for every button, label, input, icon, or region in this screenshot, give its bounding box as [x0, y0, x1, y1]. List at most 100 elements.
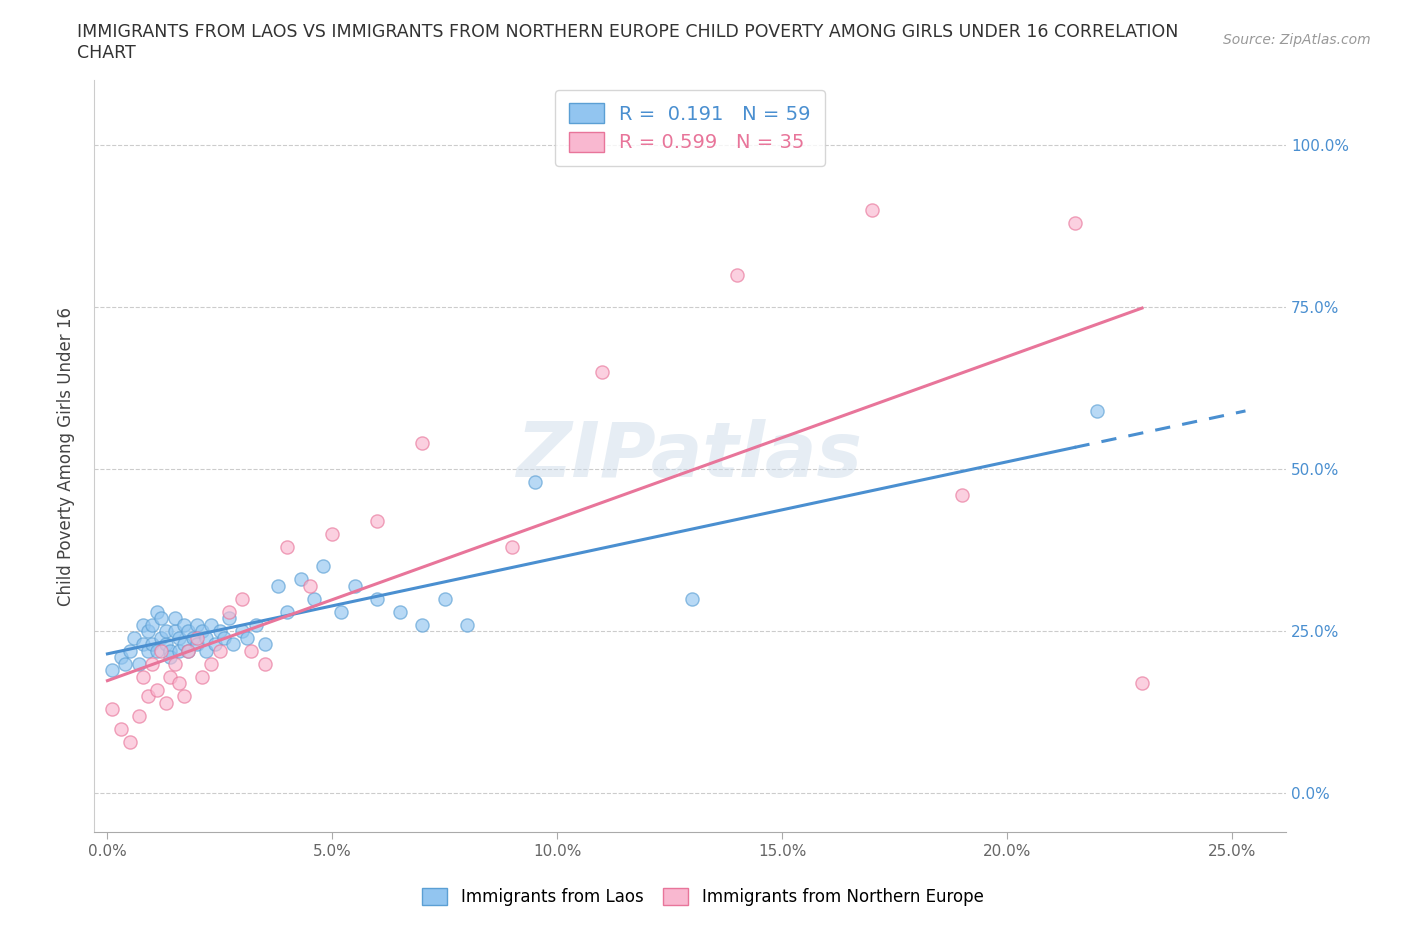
Point	[208, 624, 231, 639]
Point	[114, 657, 136, 671]
Point	[312, 559, 335, 574]
Point	[177, 644, 200, 658]
Point	[860, 203, 883, 218]
Point	[169, 644, 191, 658]
Point	[276, 604, 298, 619]
Point	[128, 709, 150, 724]
Point	[177, 624, 200, 639]
Point	[298, 578, 321, 593]
Point	[222, 637, 245, 652]
Point	[155, 624, 177, 639]
Point	[169, 676, 191, 691]
Point	[169, 631, 191, 645]
Point	[191, 670, 214, 684]
Text: CHART: CHART	[77, 44, 136, 61]
Point	[195, 631, 218, 645]
Point	[155, 637, 177, 652]
Point	[231, 591, 253, 606]
Point	[132, 670, 155, 684]
Point	[132, 637, 155, 652]
Point	[159, 650, 181, 665]
Point	[218, 604, 240, 619]
Point	[253, 637, 276, 652]
Point	[1130, 676, 1153, 691]
Point	[501, 539, 523, 554]
Point	[173, 637, 195, 652]
Point	[191, 624, 214, 639]
Point	[366, 513, 388, 528]
Point	[411, 436, 433, 451]
Point	[343, 578, 366, 593]
Point	[388, 604, 411, 619]
Point	[411, 618, 433, 632]
Point	[186, 618, 208, 632]
Point	[128, 657, 150, 671]
Point	[267, 578, 290, 593]
Point	[330, 604, 353, 619]
Point	[159, 644, 181, 658]
Point	[159, 670, 181, 684]
Point	[186, 637, 208, 652]
Point	[150, 644, 173, 658]
Point	[456, 618, 478, 632]
Point	[186, 631, 208, 645]
Point	[173, 618, 195, 632]
Text: Source: ZipAtlas.com: Source: ZipAtlas.com	[1223, 33, 1371, 46]
Point	[950, 487, 973, 502]
Point	[146, 683, 169, 698]
Point	[150, 611, 173, 626]
Point	[200, 618, 222, 632]
Point	[591, 365, 613, 379]
Point	[110, 650, 132, 665]
Point	[177, 644, 200, 658]
Point	[136, 689, 159, 704]
Point	[290, 572, 312, 587]
Point	[214, 631, 236, 645]
Point	[321, 526, 343, 541]
Point	[725, 267, 748, 282]
Legend: Immigrants from Laos, Immigrants from Northern Europe: Immigrants from Laos, Immigrants from No…	[416, 881, 990, 912]
Point	[132, 618, 155, 632]
Point	[433, 591, 456, 606]
Point	[181, 631, 204, 645]
Point	[163, 611, 186, 626]
Point	[1063, 216, 1085, 231]
Point	[218, 611, 240, 626]
Point	[204, 637, 226, 652]
Point	[163, 657, 186, 671]
Point	[136, 644, 159, 658]
Point	[208, 644, 231, 658]
Point	[1085, 404, 1108, 418]
Text: IMMIGRANTS FROM LAOS VS IMMIGRANTS FROM NORTHERN EUROPE CHILD POVERTY AMONG GIRL: IMMIGRANTS FROM LAOS VS IMMIGRANTS FROM …	[77, 23, 1178, 41]
Point	[118, 644, 141, 658]
Point	[231, 624, 253, 639]
Point	[110, 721, 132, 736]
Point	[195, 644, 218, 658]
Point	[136, 624, 159, 639]
Point	[101, 663, 124, 678]
Point	[124, 631, 146, 645]
Point	[146, 604, 169, 619]
Point	[141, 657, 163, 671]
Point	[141, 618, 163, 632]
Point	[101, 702, 124, 717]
Point	[118, 734, 141, 749]
Point	[236, 631, 259, 645]
Y-axis label: Child Poverty Among Girls Under 16: Child Poverty Among Girls Under 16	[58, 307, 75, 605]
Point	[253, 657, 276, 671]
Point	[245, 618, 267, 632]
Point	[200, 657, 222, 671]
Text: ZIPatlas: ZIPatlas	[517, 419, 863, 493]
Point	[276, 539, 298, 554]
Point	[366, 591, 388, 606]
Point	[146, 644, 169, 658]
Point	[173, 689, 195, 704]
Point	[523, 474, 546, 489]
Point	[681, 591, 703, 606]
Legend: R =  0.191   N = 59, R = 0.599   N = 35: R = 0.191 N = 59, R = 0.599 N = 35	[555, 90, 824, 166]
Point	[163, 624, 186, 639]
Point	[240, 644, 263, 658]
Point	[304, 591, 326, 606]
Point	[150, 631, 173, 645]
Point	[155, 696, 177, 711]
